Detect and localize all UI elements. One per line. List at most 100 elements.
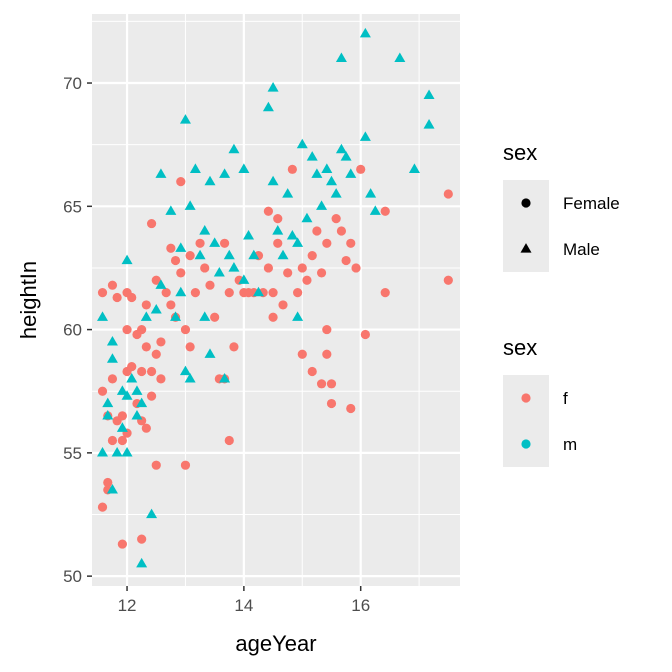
point-f	[443, 275, 453, 285]
legend-key-m	[521, 439, 531, 449]
point-m	[252, 286, 264, 297]
point-m	[184, 200, 196, 210]
grid-major	[92, 14, 460, 586]
point-m	[136, 397, 148, 408]
point-f	[346, 238, 356, 248]
point-m	[286, 229, 298, 240]
point-m	[335, 52, 347, 62]
x-axis-title: ageYear	[235, 631, 316, 656]
point-f	[268, 288, 278, 298]
point-m	[106, 353, 118, 363]
point-m	[228, 143, 240, 154]
point-m	[204, 175, 216, 186]
point-f	[137, 324, 147, 335]
point-f	[210, 312, 220, 322]
point-m	[267, 175, 279, 186]
point-m	[102, 397, 114, 408]
point-f	[273, 214, 283, 224]
point-f	[137, 366, 147, 377]
point-f	[316, 379, 327, 389]
point-m	[179, 114, 191, 124]
point-m	[228, 262, 240, 272]
point-m	[345, 168, 357, 178]
point-f	[331, 214, 341, 224]
point-f	[312, 226, 322, 236]
point-f	[346, 403, 356, 414]
legend-key-f	[521, 393, 531, 403]
point-f	[141, 342, 151, 352]
legend-key-female	[521, 198, 531, 208]
point-f	[151, 349, 161, 359]
point-m	[359, 131, 371, 141]
point-f	[195, 238, 205, 248]
point-f	[200, 263, 210, 273]
point-f	[224, 435, 234, 446]
point-f	[326, 379, 337, 389]
point-f	[161, 288, 171, 298]
point-m	[219, 372, 231, 383]
y-axis: 50 55 60 65 70	[63, 74, 92, 586]
point-f	[219, 238, 230, 248]
point-m	[238, 163, 250, 173]
point-f	[151, 275, 161, 285]
point-f	[180, 460, 191, 470]
data-points	[97, 27, 453, 568]
point-m	[184, 372, 196, 383]
point-m	[209, 237, 221, 247]
point-m	[131, 409, 143, 420]
point-f	[112, 292, 122, 303]
point-m	[423, 89, 435, 99]
point-m	[121, 254, 133, 265]
legend-key-male	[520, 243, 532, 253]
point-m	[111, 446, 123, 457]
point-f	[293, 288, 303, 298]
point-m	[136, 557, 148, 568]
point-m	[146, 508, 158, 519]
y-tick-label: 65	[63, 197, 82, 216]
point-f	[205, 280, 215, 290]
point-m	[140, 311, 152, 321]
point-m	[277, 249, 289, 260]
point-f	[141, 423, 151, 433]
y-axis-title: heightIn	[16, 261, 41, 339]
point-f	[156, 374, 166, 384]
point-m	[106, 336, 118, 346]
point-m	[262, 101, 274, 112]
point-m	[316, 200, 328, 210]
point-f	[268, 312, 278, 322]
point-m	[170, 311, 182, 321]
point-m	[194, 249, 206, 260]
point-f	[146, 391, 157, 401]
plot-panel	[92, 14, 460, 586]
point-f	[166, 300, 176, 310]
point-m	[155, 168, 167, 178]
point-m	[199, 225, 211, 235]
point-m	[330, 188, 342, 198]
point-f	[141, 300, 151, 310]
point-f	[443, 189, 453, 199]
point-f	[322, 324, 332, 335]
point-f	[307, 251, 317, 261]
point-m	[423, 119, 435, 129]
legend-title: sex	[503, 140, 537, 165]
x-tick-label: 12	[118, 596, 137, 615]
point-f	[176, 177, 186, 187]
point-m	[199, 311, 211, 321]
point-f	[341, 255, 351, 266]
point-f	[351, 263, 361, 273]
legends: sex Female Male sex f m	[503, 140, 620, 467]
point-f	[97, 502, 108, 512]
point-f	[151, 460, 161, 470]
point-m	[311, 168, 323, 178]
point-f	[322, 238, 332, 248]
x-tick-label: 16	[351, 596, 370, 615]
y-tick-label: 60	[63, 321, 82, 340]
legend-label: Female	[563, 194, 620, 213]
point-f	[117, 411, 127, 421]
legend-label: f	[563, 389, 568, 408]
point-f	[117, 539, 127, 549]
point-m	[97, 446, 109, 457]
point-f	[380, 288, 390, 298]
point-m	[267, 82, 279, 92]
point-f	[356, 164, 366, 174]
